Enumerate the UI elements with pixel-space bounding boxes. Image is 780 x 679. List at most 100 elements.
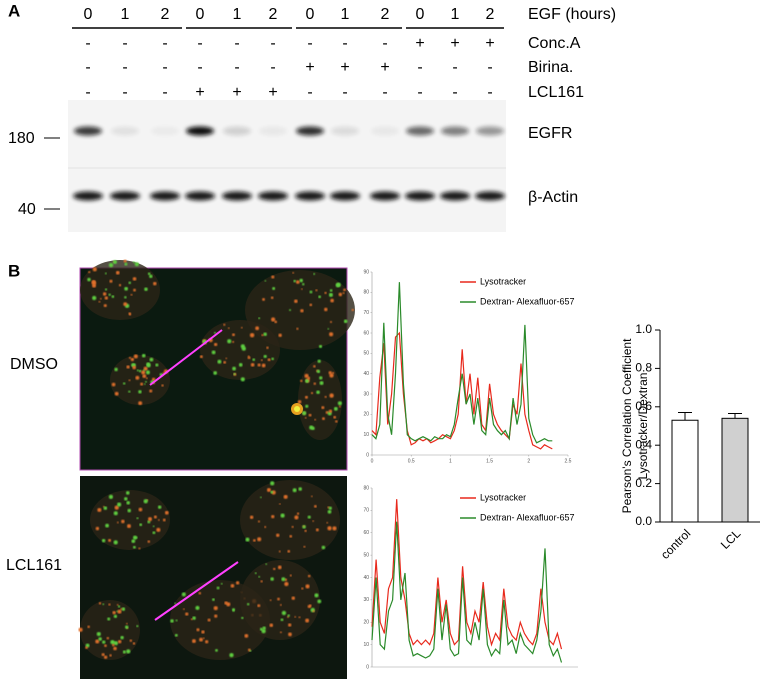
vesicle bbox=[101, 538, 106, 543]
lane-label: - bbox=[307, 84, 312, 101]
vesicle bbox=[157, 505, 162, 509]
vesicle bbox=[124, 296, 127, 299]
vesicle bbox=[133, 545, 136, 549]
vesicle bbox=[328, 292, 333, 297]
condition-name: Birina. bbox=[528, 59, 573, 76]
vesicle bbox=[104, 296, 108, 300]
vesicle bbox=[100, 297, 102, 300]
actin-band bbox=[370, 191, 400, 201]
y-tick-label: 20 bbox=[363, 620, 369, 626]
profile-line bbox=[371, 331, 553, 450]
vesicle bbox=[109, 654, 112, 657]
vesicle bbox=[122, 382, 126, 385]
vesicle bbox=[95, 526, 100, 531]
vesicle bbox=[329, 332, 334, 337]
vesicle bbox=[116, 610, 118, 613]
vesicle bbox=[324, 395, 327, 398]
vesicle bbox=[332, 526, 337, 531]
vesicle bbox=[288, 623, 292, 627]
vesicle bbox=[307, 604, 311, 609]
vesicle bbox=[304, 373, 309, 378]
lane-label: 2 bbox=[269, 6, 278, 23]
vesicle bbox=[240, 326, 243, 329]
vesicle bbox=[261, 334, 264, 337]
y-tick-label: 30 bbox=[363, 391, 369, 397]
vesicle bbox=[271, 317, 276, 322]
vesicle bbox=[241, 346, 246, 351]
vesicle bbox=[335, 420, 338, 423]
vesicle bbox=[260, 359, 263, 362]
y-tick-label: 0.8 bbox=[635, 361, 652, 375]
egfr-band bbox=[371, 126, 399, 136]
vesicle bbox=[112, 611, 116, 615]
egfr-band bbox=[406, 126, 434, 136]
vesicle bbox=[240, 377, 245, 382]
vesicle bbox=[147, 540, 151, 543]
blot bbox=[68, 100, 506, 232]
size-marker: 40 bbox=[18, 201, 36, 218]
y-tick-label: 50 bbox=[363, 552, 369, 558]
vesicle bbox=[289, 574, 292, 577]
lane-label: 0 bbox=[84, 6, 93, 23]
lane-label: + bbox=[450, 35, 459, 52]
vesicle bbox=[337, 401, 342, 406]
vesicle bbox=[241, 616, 244, 620]
vesicle bbox=[316, 369, 321, 374]
vesicle bbox=[130, 293, 133, 296]
vesicle bbox=[127, 508, 131, 513]
vesicle bbox=[301, 288, 303, 290]
vesicle bbox=[127, 524, 131, 529]
vesicle bbox=[155, 363, 159, 367]
vesicle bbox=[303, 545, 306, 548]
lane-label: 0 bbox=[196, 6, 205, 23]
vesicle bbox=[161, 384, 164, 387]
vesicle bbox=[147, 520, 151, 524]
bar bbox=[721, 417, 749, 523]
vesicle bbox=[351, 308, 354, 312]
vesicle bbox=[103, 655, 108, 659]
vesicle bbox=[104, 644, 107, 647]
egfr-band bbox=[476, 126, 504, 136]
cell bbox=[245, 270, 355, 350]
vesicle bbox=[294, 616, 297, 618]
vesicle bbox=[132, 261, 135, 264]
vesicle bbox=[113, 614, 118, 619]
vesicle bbox=[199, 637, 203, 642]
y-tick-label: 0 bbox=[366, 452, 369, 458]
vesicle bbox=[269, 599, 272, 602]
lane-label: 2 bbox=[161, 6, 170, 23]
vesicle bbox=[272, 287, 276, 291]
vesicle bbox=[214, 614, 218, 618]
x-tick-label: 2.5 bbox=[565, 458, 572, 464]
cell bbox=[80, 260, 160, 320]
vesicle bbox=[205, 640, 209, 644]
vesicle bbox=[270, 490, 274, 494]
lane-label: + bbox=[195, 84, 204, 101]
vesicle bbox=[140, 382, 144, 386]
vesicle bbox=[95, 639, 100, 644]
vesicle bbox=[126, 501, 130, 505]
vesicle bbox=[309, 303, 313, 307]
vesicle bbox=[108, 494, 114, 499]
vesicle bbox=[302, 525, 305, 528]
y-tick-label: 50 bbox=[363, 351, 369, 357]
lane-label: + bbox=[268, 84, 277, 101]
vesicle bbox=[298, 616, 301, 619]
vesicle bbox=[138, 507, 143, 512]
vesicle bbox=[266, 346, 269, 349]
vesicle bbox=[322, 417, 325, 421]
vesicle bbox=[305, 584, 310, 589]
egfr-band bbox=[111, 126, 139, 136]
vesicle bbox=[335, 282, 340, 288]
vesicle bbox=[238, 363, 243, 367]
vesicle bbox=[307, 515, 311, 519]
vesicle bbox=[101, 653, 105, 657]
vesicle bbox=[106, 636, 110, 640]
vesicle bbox=[232, 333, 235, 337]
vesicle bbox=[343, 319, 348, 324]
vesicle bbox=[328, 506, 332, 510]
vesicle bbox=[232, 608, 236, 612]
vesicle bbox=[92, 295, 97, 301]
vesicle bbox=[281, 610, 287, 616]
actin-band bbox=[440, 191, 470, 201]
